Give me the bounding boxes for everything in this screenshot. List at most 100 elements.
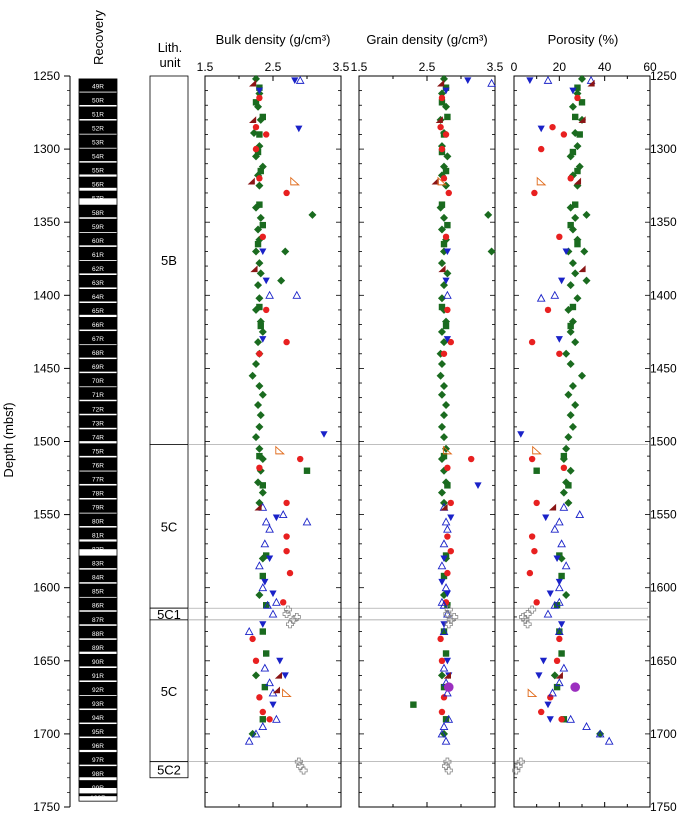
data-point-diamond <box>571 269 580 278</box>
data-point-circle <box>528 455 536 463</box>
data-point-diamond <box>568 259 577 268</box>
lith-label-line2: unit <box>160 55 181 70</box>
data-point-corner-triangle-dark <box>438 265 446 273</box>
data-point-square <box>574 240 581 248</box>
data-point-diamond <box>566 360 575 369</box>
data-point-diamond <box>582 276 591 285</box>
core-label: 67R <box>92 336 104 343</box>
data-point-circle <box>574 94 581 102</box>
data-point-diamond <box>256 411 265 420</box>
data-point-triangle-up-open <box>443 688 452 697</box>
data-point-triangle-up-open <box>260 539 270 548</box>
data-point-corner-triangle-dark <box>578 116 586 124</box>
data-point-circle <box>263 306 270 314</box>
x-tick-label: 2.5 <box>265 60 282 74</box>
core-recovered <box>79 233 117 246</box>
bulk-density-panel: Bulk density (g/cm³) 1.5 2.5 3.5 <box>197 32 350 808</box>
lith-unit-label: 5B <box>161 253 177 268</box>
lith-unit-label: 5C <box>161 684 178 699</box>
data-point-triangle-down <box>474 482 482 489</box>
data-point-diamond <box>568 422 577 431</box>
data-point-circle <box>556 635 563 643</box>
data-point-circle <box>533 499 540 507</box>
data-point-open-cross <box>444 605 453 614</box>
data-point-triangle-up-open <box>554 627 564 636</box>
data-point-triangle-up-open <box>260 663 270 672</box>
core-label: 90R <box>92 659 104 666</box>
core-recovered <box>79 261 117 274</box>
lith-unit-box <box>149 75 189 445</box>
core-label: 69R <box>92 364 104 371</box>
data-point-diamond <box>443 152 452 161</box>
data-point-square <box>574 167 581 175</box>
core-recovered <box>79 780 117 788</box>
data-point-square <box>438 201 446 208</box>
data-point-triangle-up-open <box>554 583 564 592</box>
depth-tick-label-right: 1300 <box>650 142 677 156</box>
data-point-circle <box>560 464 568 472</box>
data-point-diamond <box>566 281 575 290</box>
core-recovered <box>79 626 117 639</box>
core-label: 96R <box>92 743 104 750</box>
data-point-triangle-down <box>546 590 554 598</box>
data-point-diamond <box>440 381 448 390</box>
core-recovered <box>79 457 117 471</box>
data-point-triangle-up-open <box>557 539 566 548</box>
data-point-square <box>259 572 266 580</box>
core-label: 99R <box>92 785 104 792</box>
data-point-diamond <box>580 247 589 256</box>
data-point-diamond <box>256 269 265 278</box>
data-point-circle <box>442 233 450 241</box>
data-point-triangle-down <box>546 716 554 723</box>
core-label: 78R <box>92 490 104 497</box>
data-point-circle <box>531 547 538 555</box>
core-recovered <box>79 682 117 696</box>
data-point-diamond <box>571 338 580 347</box>
data-point-diamond <box>578 74 586 83</box>
data-point-diamond <box>566 327 575 336</box>
data-point-triangle-down <box>281 672 289 680</box>
data-point-square <box>256 201 263 208</box>
core-label: 85R <box>92 589 104 596</box>
depth-ticks-right: 1250 1300 1350 1400 1450 1500 1550 1600 1650 1700… <box>650 69 677 814</box>
data-point-circle <box>283 338 290 346</box>
y-axis-label: Depth (mbsf) <box>1 402 16 477</box>
data-point-open-cross <box>444 620 453 629</box>
data-point-diamond <box>442 400 451 409</box>
data-point-square <box>556 628 563 635</box>
data-point-diamond <box>568 102 577 111</box>
data-point-circle <box>447 338 454 346</box>
data-point-diamond <box>252 360 260 369</box>
data-point-triangle-down <box>262 277 270 285</box>
data-point-diamond <box>308 210 317 219</box>
data-point-open-cross <box>286 620 294 629</box>
data-point-circle <box>437 635 444 643</box>
data-point-diamond <box>255 381 264 390</box>
lithology-column: 5B 5C 5C1 5C 5C2 <box>149 75 189 779</box>
data-point-diamond <box>258 488 267 497</box>
data-point-square <box>560 452 568 460</box>
data-point-triangle-up-open <box>559 663 569 672</box>
depth-tick-label-right: 1700 <box>650 727 677 741</box>
core-label: 52R <box>92 126 104 133</box>
data-point-triangle-down <box>542 514 550 522</box>
data-point-triangle-up-open <box>566 714 576 723</box>
data-point-diamond <box>437 488 446 497</box>
depth-tick-label: 1600 <box>33 581 60 595</box>
data-point-circle <box>438 145 446 153</box>
data-point-triangle-up-open <box>439 627 449 636</box>
core-recovered <box>79 247 117 261</box>
data-point-diamond <box>562 591 571 600</box>
data-point-square <box>261 683 269 691</box>
data-point-triangle-down <box>259 248 267 256</box>
data-point-triangle-up-open <box>265 524 274 533</box>
data-point-diamond <box>437 259 446 268</box>
data-point-diamond <box>248 729 257 738</box>
data-point-triangle-down <box>255 87 263 95</box>
panel-title-bulk-density: Bulk density (g/cm³) <box>216 32 331 47</box>
depth-tick-label: 1650 <box>33 654 60 668</box>
core-label: 53R <box>92 140 104 147</box>
data-point-corner-triangle-dark <box>249 79 257 87</box>
data-point-corner-triangle-dark <box>437 79 445 87</box>
data-point-triangle-up-open <box>255 561 264 570</box>
